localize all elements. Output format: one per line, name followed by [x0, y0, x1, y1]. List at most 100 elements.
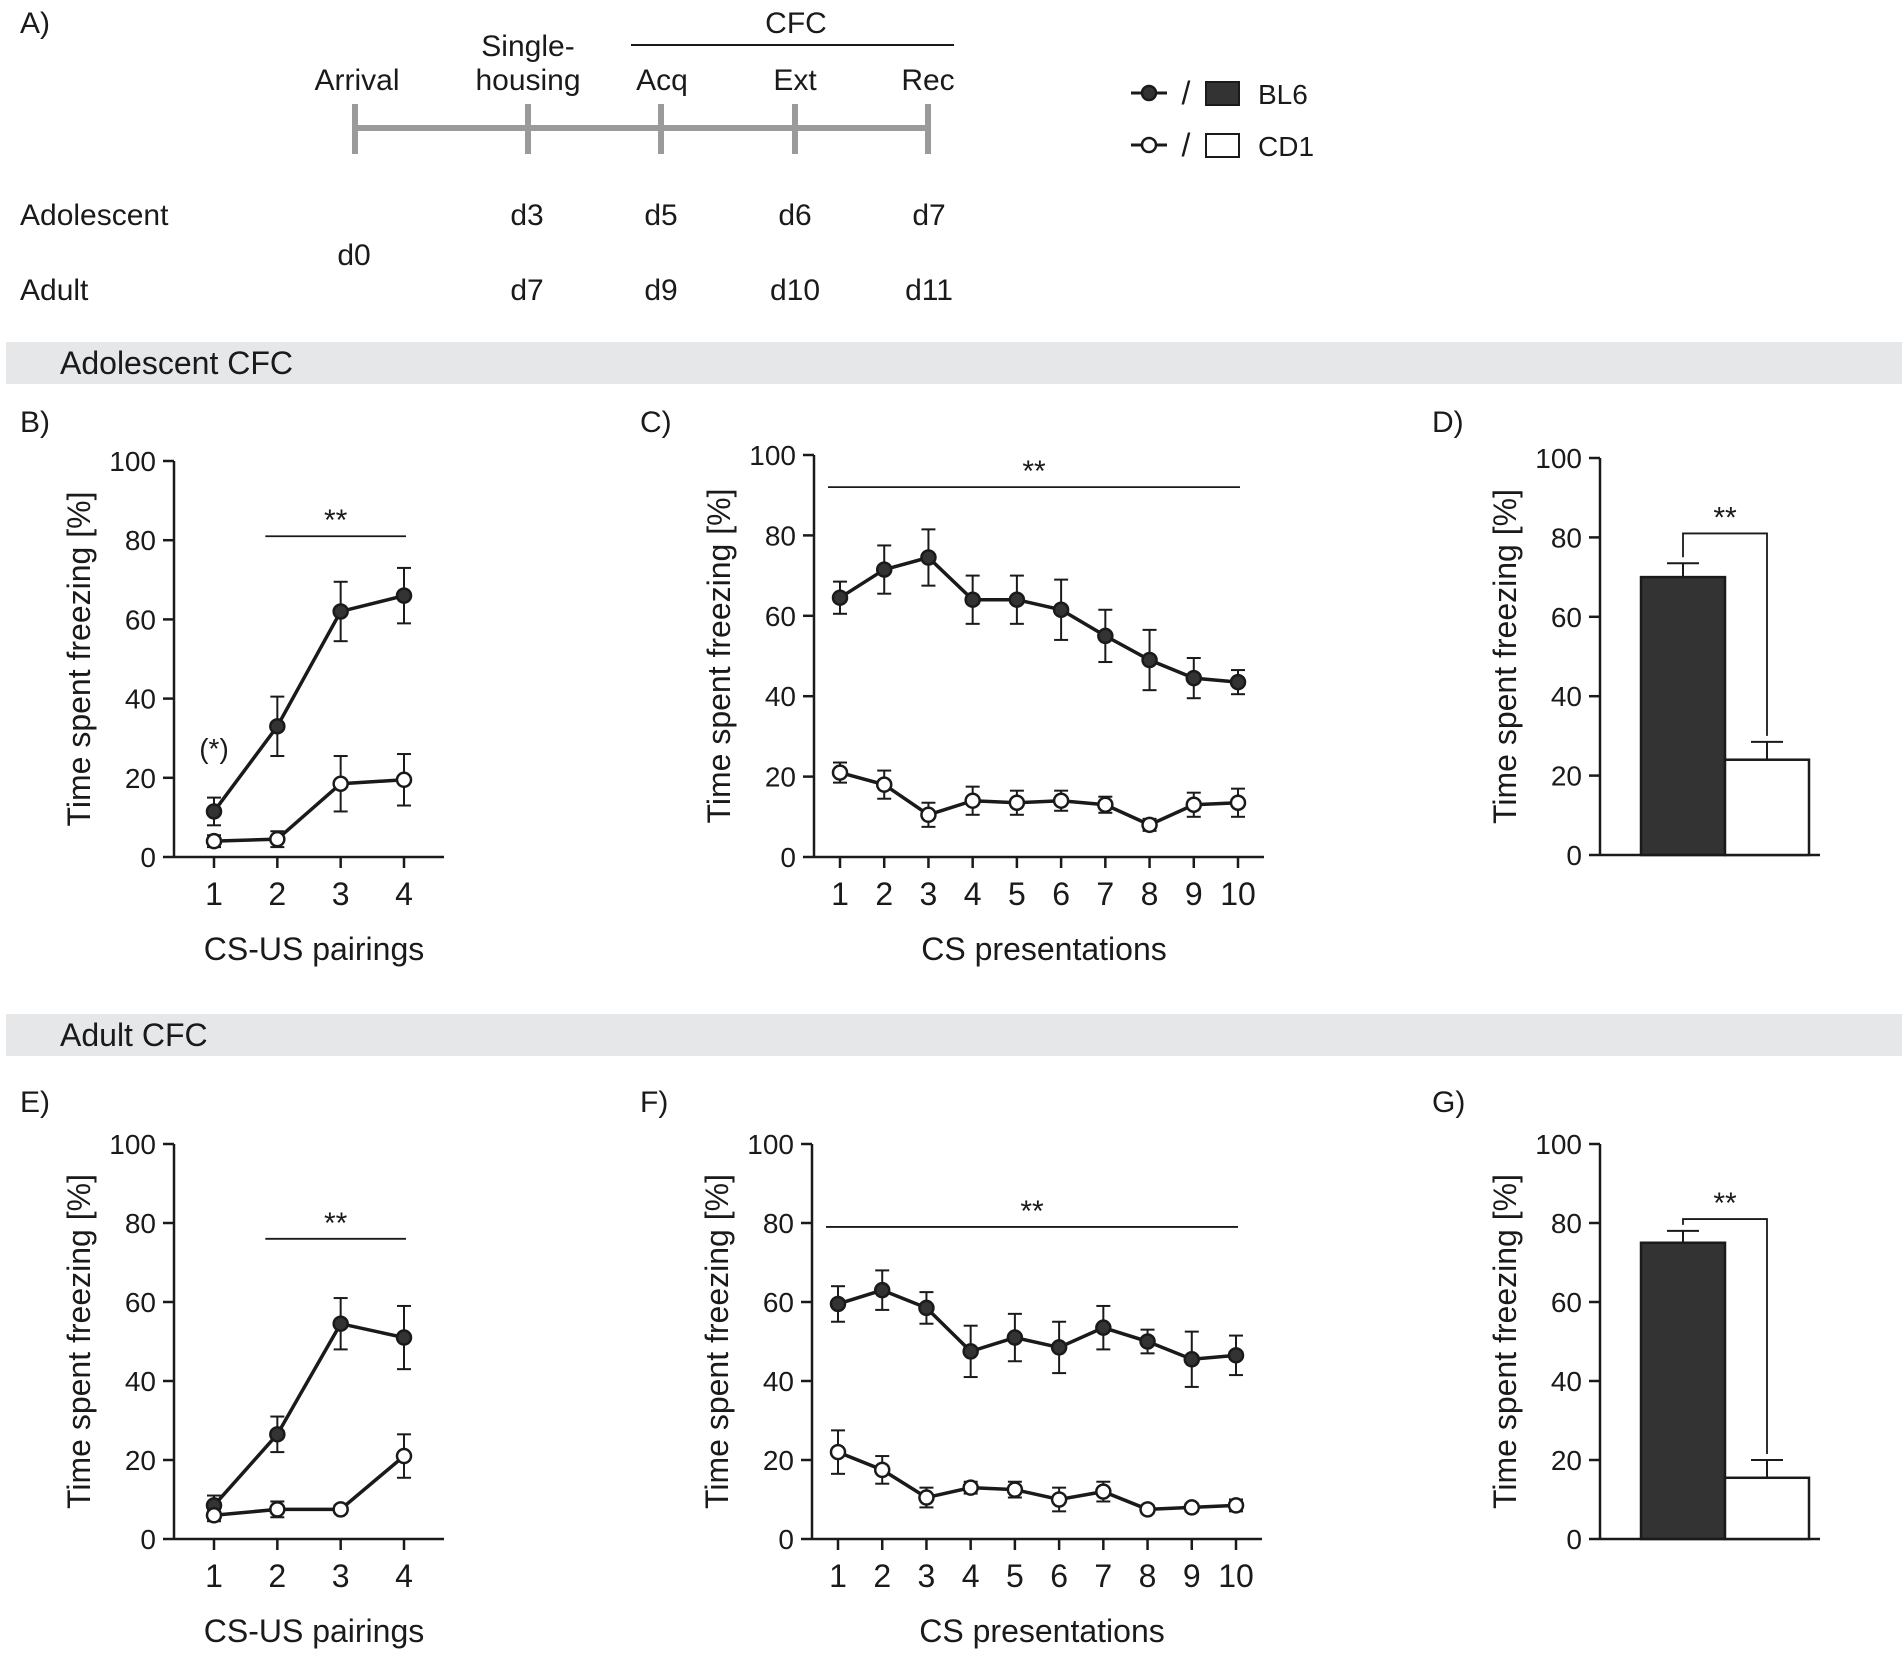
y-tick-label: 40: [1551, 1366, 1582, 1397]
timeline-adult-day-acq: d9: [644, 274, 677, 307]
x-tick-label: 8: [1139, 1558, 1157, 1594]
x-tick-label: 4: [962, 1558, 980, 1594]
data-point-bl6: [920, 549, 937, 566]
x-tick-label: 10: [1220, 876, 1256, 912]
significance-marker: (*): [199, 733, 229, 764]
significance-bracket: [1682, 532, 1768, 736]
legend-separator: /: [1182, 127, 1191, 163]
section-band-adolescent: [6, 342, 1902, 384]
data-point-bl6: [395, 587, 413, 604]
data-point-bl6: [1229, 673, 1247, 691]
panel-label: B): [20, 406, 50, 439]
data-point-cd1: [829, 1443, 847, 1461]
y-tick-label: 60: [1551, 602, 1582, 633]
x-tick-label: 9: [1183, 1558, 1201, 1594]
data-point-bl6: [332, 603, 349, 620]
x-tick-label: 8: [1141, 876, 1159, 912]
x-tick-label: 7: [1094, 1558, 1112, 1594]
bar-bl6: [1639, 1241, 1727, 1541]
significance-stars: **: [324, 504, 348, 537]
bar-bl6: [1639, 575, 1727, 857]
timeline-row-adult: Adult: [20, 274, 89, 307]
data-point-bl6: [395, 1329, 413, 1346]
legend-item-bl6: / BL6: [1131, 75, 1308, 111]
data-point-cd1: [875, 776, 893, 793]
chart-panel-d: D) 0 20 40 60 80 100 Time spent freezing [%] **: [1432, 406, 1820, 871]
data-point-cd1: [1185, 796, 1203, 813]
data-point-cd1: [962, 1479, 979, 1496]
chart-panel-e: E) 0 20 40 60 80 100 Time spent freezing [%] 1 2 3…: [20, 1086, 444, 1649]
data-point-cd1: [1006, 1481, 1024, 1498]
y-tick-label: 100: [109, 446, 156, 477]
y-tick-label: 20: [125, 1445, 156, 1476]
timeline-axis: [352, 104, 931, 154]
data-point-cd1: [1183, 1499, 1201, 1516]
chart-panel-b: B) 0 20 40 60 80 100 Time spent freezing [%] 1 2 3…: [20, 406, 444, 967]
timeline-label-ext: Ext: [773, 64, 817, 97]
data-point-bl6: [829, 1295, 847, 1313]
x-axis-title: CS-US pairings: [204, 1613, 425, 1649]
y-tick-label: 20: [1551, 1445, 1582, 1476]
x-tick-label: 2: [875, 876, 893, 912]
y-tick-label: 0: [778, 1524, 794, 1555]
y-tick-label: 100: [109, 1129, 156, 1160]
data-point-bl6: [1008, 591, 1026, 608]
significance-stars: **: [1713, 501, 1737, 534]
x-tick-label: 6: [1050, 1558, 1068, 1594]
data-point-bl6: [1139, 1333, 1156, 1350]
data-point-cd1: [205, 1507, 223, 1524]
data-point-bl6: [269, 1426, 286, 1443]
data-point-cd1: [1008, 794, 1026, 811]
data-point-cd1: [1095, 1483, 1112, 1500]
x-tick-label: 3: [918, 1558, 936, 1594]
data-point-cd1: [205, 832, 223, 850]
y-tick-label: 100: [1535, 1129, 1582, 1160]
x-axis-title: CS-US pairings: [204, 931, 425, 967]
legend-swatch-white: [1205, 133, 1240, 158]
x-tick-label: 2: [873, 1558, 891, 1594]
series-line-cd1: [837, 1450, 1237, 1512]
panel-label-a: A): [20, 7, 50, 40]
timeline-label-arrival: Arrival: [314, 64, 399, 97]
x-tick-label: 4: [395, 1558, 413, 1594]
y-tick-label: 60: [125, 604, 156, 635]
bar-cd1: [1723, 1476, 1811, 1541]
data-point-bl6: [332, 1315, 349, 1332]
x-tick-label: 5: [1008, 876, 1026, 912]
legend: / BL6 / CD1: [1131, 75, 1314, 163]
x-tick-label: 1: [205, 876, 223, 912]
y-tick-label: 20: [763, 1445, 794, 1476]
x-tick-label: 2: [268, 876, 286, 912]
data-point-bl6: [875, 561, 893, 578]
x-tick-label: 1: [829, 1558, 847, 1594]
series-line-cd1: [839, 770, 1239, 827]
data-point-cd1: [332, 1501, 349, 1518]
chart-panel-g: G) 0 20 40 60 80 100 Time spent freezing [%] **: [1432, 1086, 1820, 1555]
series-line-bl6: [212, 1321, 405, 1507]
legend-label-bl6: BL6: [1258, 79, 1308, 110]
data-point-bl6: [1052, 601, 1070, 619]
panel-label: C): [640, 406, 672, 439]
data-point-bl6: [1183, 1351, 1201, 1368]
data-point-cd1: [1227, 1497, 1245, 1514]
timeline-label-single-housing-line1: Single-: [481, 30, 574, 63]
y-tick-label: 100: [747, 1129, 794, 1160]
y-tick-label: 100: [749, 440, 796, 471]
data-point-cd1: [920, 806, 937, 824]
x-tick-label: 10: [1218, 1558, 1254, 1594]
y-tick-label: 60: [765, 601, 796, 632]
series-line-bl6: [837, 1288, 1237, 1362]
data-point-bl6: [269, 718, 286, 735]
timeline-label-single-housing-line2: housing: [475, 64, 580, 97]
timeline-label-rec: Rec: [901, 64, 954, 97]
significance-stars: **: [1713, 1187, 1737, 1220]
x-tick-label: 9: [1185, 876, 1203, 912]
data-point-bl6: [205, 803, 223, 820]
x-tick-label: 3: [920, 876, 938, 912]
series-line-cd1: [213, 1454, 406, 1518]
data-point-bl6: [1227, 1347, 1245, 1364]
x-tick-label: 3: [332, 1558, 350, 1594]
x-tick-label: 7: [1096, 876, 1114, 912]
y-tick-label: 80: [1551, 1208, 1582, 1239]
x-axis-title: CS presentations: [921, 931, 1166, 967]
